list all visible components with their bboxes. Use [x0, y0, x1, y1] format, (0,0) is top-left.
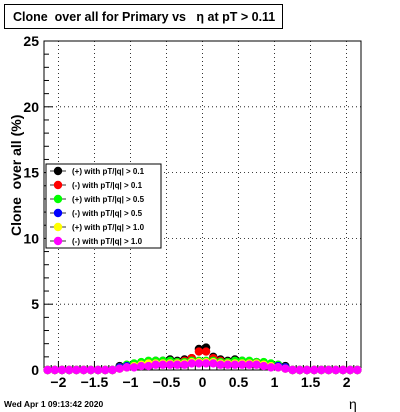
legend-entry: (-) with pT/|q| > 0.5 [72, 209, 143, 218]
data-point [317, 365, 326, 375]
legend-entry: (-) with pT/|q| > 0.1 [72, 181, 143, 190]
data-point [295, 365, 304, 375]
y-tick-label: 10 [23, 230, 39, 246]
data-point [122, 363, 132, 372]
data-point [144, 361, 153, 371]
data-point [165, 360, 175, 369]
data-point [158, 360, 168, 369]
data-point [281, 364, 290, 373]
legend-entry: (+) with pT/|q| > 1.0 [72, 223, 145, 232]
data-point [194, 359, 204, 368]
chart-title: Clone over all for Primary vs η at pT > … [13, 10, 276, 24]
data-point [216, 360, 225, 369]
x-tick-label: 0.5 [229, 374, 249, 390]
x-axis-label: η [349, 396, 357, 412]
data-point [194, 347, 204, 356]
data-point [50, 365, 60, 375]
data-point [338, 365, 348, 375]
x-tick-label: −2 [50, 374, 66, 390]
y-tick-label: 0 [31, 362, 39, 378]
timestamp: Wed Apr 1 09:13:42 2020 [4, 399, 104, 409]
data-point [273, 363, 283, 372]
data-point [108, 365, 117, 375]
data-point [230, 360, 240, 369]
data-point [237, 360, 247, 369]
data-markers [43, 343, 362, 375]
data-point [43, 365, 52, 375]
legend-box [45, 163, 162, 249]
data-point [151, 360, 160, 369]
data-point [137, 361, 146, 371]
title-box: Clone over all for Primary vs η at pT > … [4, 4, 283, 29]
data-point [288, 365, 297, 375]
x-tick-label: −1.5 [81, 374, 109, 390]
x-tick-label: 2 [343, 374, 351, 390]
legend: (+) with pT/|q| > 0.1 (-) with pT/|q| > 0… [45, 163, 162, 249]
legend-marker [53, 194, 63, 204]
y-axis-label: Clone over all (%) [8, 114, 24, 236]
x-tick-label: −0.5 [153, 374, 181, 390]
data-point [324, 365, 333, 375]
data-point [245, 360, 254, 369]
legend-marker [53, 222, 63, 232]
data-point [79, 365, 88, 375]
x-tick-label: 0 [199, 374, 207, 390]
data-point [201, 347, 211, 356]
y-tick-label: 20 [23, 99, 39, 115]
x-tick-label: −1 [122, 374, 138, 390]
data-point [252, 360, 261, 369]
x-tick-label: 1 [271, 374, 279, 390]
data-point [187, 359, 196, 368]
data-point [72, 365, 81, 375]
data-point [93, 365, 103, 375]
legend-marker [53, 166, 63, 176]
y-tick-label: 5 [31, 296, 39, 312]
data-point [309, 365, 319, 375]
data-point [223, 360, 232, 369]
data-point [201, 359, 211, 368]
data-point [115, 364, 124, 373]
data-point [209, 359, 218, 368]
data-point [353, 365, 362, 375]
data-point [101, 365, 110, 375]
legend-entry: (+) with pT/|q| > 0.1 [72, 167, 145, 176]
data-point [331, 365, 340, 375]
data-point [86, 365, 96, 375]
data-point [345, 365, 355, 375]
data-point [129, 363, 139, 372]
data-point [259, 361, 268, 371]
data-point [57, 365, 67, 375]
legend-marker [53, 208, 63, 218]
y-tick-label: 25 [23, 33, 39, 49]
legend-marker [53, 236, 63, 246]
data-point [180, 360, 189, 369]
data-point [266, 363, 276, 372]
data-point [302, 365, 312, 375]
data-point [65, 365, 74, 375]
legend-entry: (+) with pT/|q| > 0.5 [72, 195, 145, 204]
data-point [173, 360, 182, 369]
legend-entry: (-) with pT/|q| > 1.0 [72, 237, 143, 246]
legend-marker [53, 180, 63, 190]
y-tick-label: 15 [23, 165, 39, 181]
x-tick-label: 1.5 [301, 374, 321, 390]
